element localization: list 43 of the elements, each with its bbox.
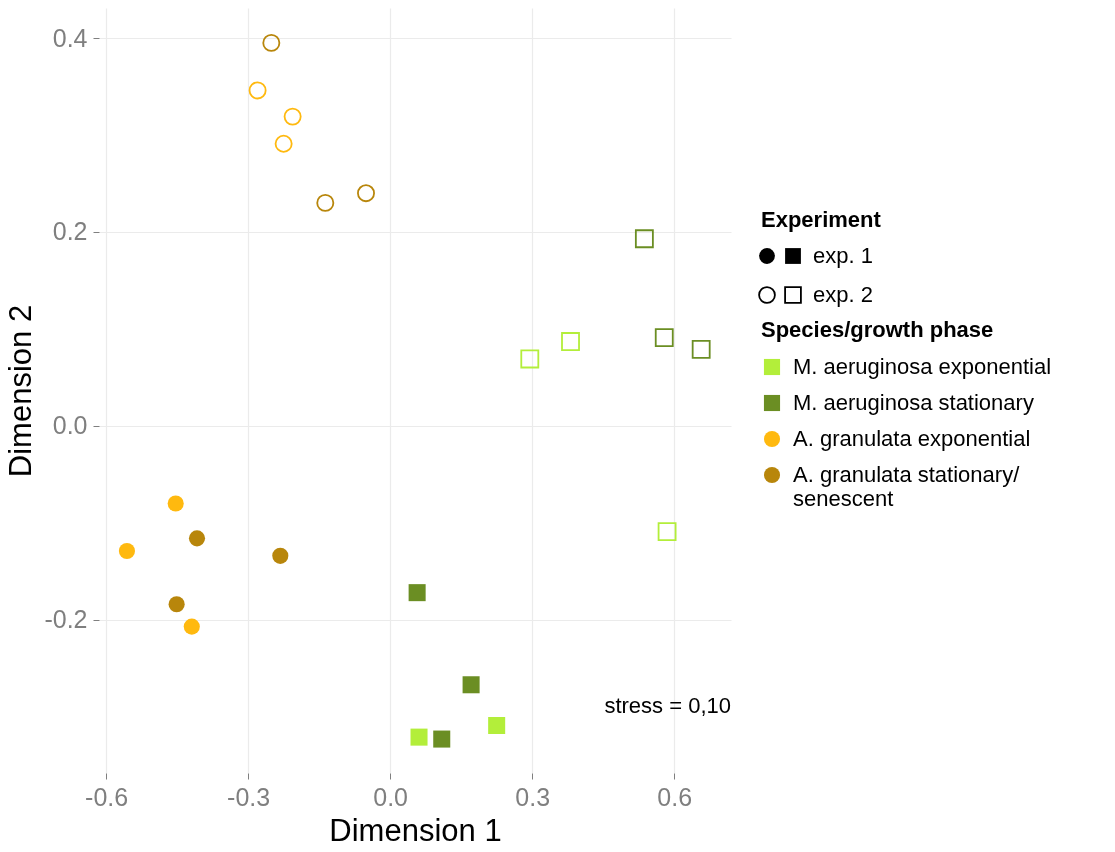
point (520, 349, 540, 369)
legend-label: A. granulata stationary/ senescent (793, 462, 1021, 511)
point (561, 332, 580, 351)
legend-label: M. aeruginosa stationary (793, 390, 1034, 415)
point (168, 596, 185, 613)
point (410, 728, 428, 746)
point (462, 676, 480, 694)
point (272, 547, 289, 564)
point (183, 618, 200, 635)
text: exp. 2 (813, 282, 873, 307)
y-tick-label: 0.2 (52, 217, 88, 246)
legend-label: A. granulata exponential (793, 426, 1031, 451)
point (167, 495, 184, 512)
y-tick-label: 0.0 (52, 411, 88, 440)
x-tick-label: -0.6 (85, 782, 129, 811)
annotation: stress = 0,10 (604, 693, 731, 718)
point (248, 81, 267, 100)
text: Experiment (761, 207, 882, 232)
point (488, 716, 506, 734)
x-tick-label: 0.0 (373, 782, 409, 811)
x-tick-label: 0.3 (515, 782, 551, 811)
point (657, 522, 677, 541)
point (316, 193, 335, 212)
legend-label: M. aeruginosa exponential (793, 354, 1052, 379)
point (654, 328, 674, 348)
point (283, 107, 302, 126)
point (118, 542, 135, 560)
point (357, 184, 375, 203)
point (408, 584, 426, 602)
x-tick-label: 0.6 (657, 782, 693, 811)
y-tick-label: 0.4 (52, 23, 88, 52)
text: exp. 1 (813, 243, 873, 268)
legend-title: Species/growth phase (761, 317, 994, 342)
point (691, 339, 711, 359)
x-axis-title: Dimension 1 (329, 812, 502, 848)
y-tick-label: -0.2 (44, 605, 88, 634)
y-axis-title: Dimension 2 (3, 304, 39, 478)
point (634, 229, 654, 249)
point (262, 33, 281, 52)
x-tick-label: -0.3 (227, 782, 271, 811)
point (433, 730, 451, 748)
point (274, 134, 293, 153)
point (188, 530, 206, 547)
